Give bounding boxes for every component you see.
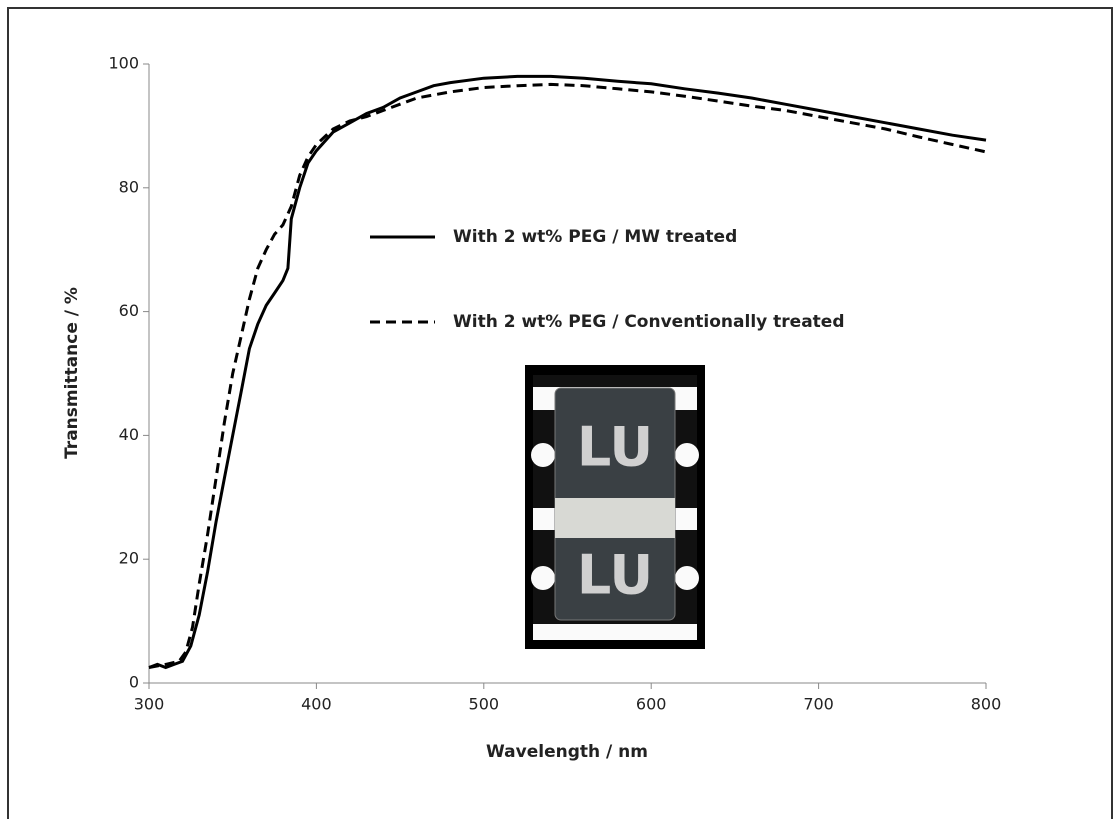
series-line [148, 82, 987, 669]
x-tick-label: 700 [803, 695, 834, 714]
y-tick-label: 40 [119, 425, 139, 444]
x-axis-title: Wavelength / nm [486, 742, 648, 762]
x-tick-label: 600 [636, 695, 667, 714]
x-tick-label: 500 [469, 695, 500, 714]
x-tick-label: 400 [301, 695, 332, 714]
frame [7, 7, 1113, 819]
inset-photo: LU LU [525, 365, 705, 649]
x-tick-label: 300 [134, 695, 165, 714]
y-tick-label: 20 [119, 549, 139, 568]
series-line [148, 74, 987, 670]
y-tick-label: 0 [129, 673, 139, 692]
y-tick-label: 80 [119, 177, 139, 196]
y-tick-label: 60 [119, 301, 139, 320]
y-tick-label: 100 [108, 54, 139, 73]
inset-label: LU [577, 544, 653, 607]
x-tick-label: 800 [971, 695, 1002, 714]
legend-text: With 2 wt% PEG / Conventionally treated [453, 312, 845, 332]
y-axis-title: Transmittance / % [62, 287, 82, 459]
inset-label: LU [577, 416, 653, 479]
legend-text: With 2 wt% PEG / MW treated [453, 227, 737, 247]
